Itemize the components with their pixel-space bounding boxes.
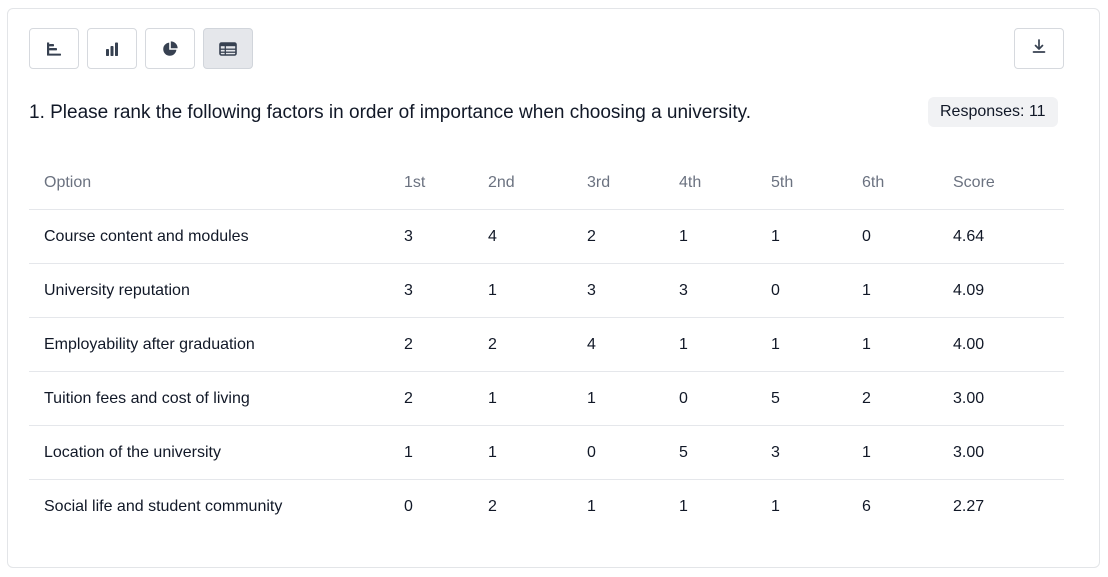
rank-count-cell: 3 bbox=[664, 263, 756, 318]
column-header-6th: 6th bbox=[847, 156, 938, 210]
question-title: 1. Please rank the following factors in … bbox=[29, 102, 752, 123]
rank-count-cell: 6 bbox=[862, 497, 871, 515]
rank-count-cell: 1 bbox=[473, 371, 572, 426]
option-cell: University reputation bbox=[29, 263, 389, 318]
rank-count-cell: 1 bbox=[847, 317, 938, 372]
rank-count-cell: 1 bbox=[679, 497, 688, 515]
rank-count-cell: 2 bbox=[572, 209, 664, 264]
table-row: University reputation 3 1 3 3 0 1 4.09 bbox=[29, 263, 1064, 318]
rank-count-cell: 3 bbox=[572, 263, 664, 318]
table-row: Course content and modules 3 4 2 1 1 0 4.64 bbox=[29, 209, 1064, 264]
pie-chart-icon bbox=[162, 40, 178, 57]
option-cell: Tuition fees and cost of living bbox=[29, 371, 389, 426]
rank-count-cell: 1 bbox=[756, 209, 847, 264]
table-icon bbox=[219, 41, 237, 56]
score-cell: 3.00 bbox=[938, 371, 1064, 426]
table-header-row: Option 1st 2nd 3rd 4th 5th 6th Score bbox=[29, 156, 1064, 210]
table-row: Tuition fees and cost of living 2 1 1 0 5 2 3.0… bbox=[29, 371, 1064, 426]
rank-count-cell: 2 bbox=[389, 371, 473, 426]
rank-count-cell: 4 bbox=[572, 317, 664, 372]
table-view-button[interactable] bbox=[203, 28, 253, 69]
horizontal-bar-chart-icon bbox=[46, 41, 62, 57]
rank-count-cell: 1 bbox=[771, 497, 780, 515]
rank-count-cell: 2 bbox=[473, 317, 572, 372]
column-header-score: Score bbox=[938, 156, 1064, 210]
ranking-table: Option 1st 2nd 3rd 4th 5th 6th Score Course con… bbox=[29, 156, 1064, 533]
rank-count-cell: 1 bbox=[756, 317, 847, 372]
score-cell: 3.00 bbox=[938, 425, 1064, 480]
option-cell: Location of the university bbox=[29, 425, 389, 480]
rank-count-cell: 0 bbox=[847, 209, 938, 264]
responses-badge: Responses: 11 bbox=[928, 97, 1058, 127]
rank-count-cell: 5 bbox=[664, 425, 756, 480]
column-header-1st: 1st bbox=[389, 156, 473, 210]
rank-count-cell: 2 bbox=[488, 497, 497, 515]
rank-count-cell: 0 bbox=[664, 371, 756, 426]
download-icon bbox=[1031, 38, 1047, 59]
rank-count-cell: 2 bbox=[389, 317, 473, 372]
column-header-option: Option bbox=[29, 156, 389, 210]
rank-count-cell: 1 bbox=[847, 425, 938, 480]
bar-chart-view-button[interactable] bbox=[87, 28, 137, 69]
rank-count-cell: 0 bbox=[756, 263, 847, 318]
rank-count-cell: 3 bbox=[389, 209, 473, 264]
rank-count-cell: 3 bbox=[756, 425, 847, 480]
score-cell: 4.00 bbox=[938, 317, 1064, 372]
bar-chart-icon bbox=[104, 41, 120, 57]
score-cell: 2.27 bbox=[953, 497, 985, 515]
table-body: Course content and modules 3 4 2 1 1 0 4.64 Univ… bbox=[29, 209, 1064, 534]
rank-count-cell: 3 bbox=[389, 263, 473, 318]
score-cell: 4.64 bbox=[938, 209, 1064, 264]
rank-count-cell: 1 bbox=[473, 425, 572, 480]
view-toolbar bbox=[29, 28, 253, 69]
rank-count-cell: 5 bbox=[756, 371, 847, 426]
rank-count-cell: 1 bbox=[473, 263, 572, 318]
rank-count-cell: 4 bbox=[473, 209, 572, 264]
option-cell: Course content and modules bbox=[29, 209, 389, 264]
rank-count-cell: 1 bbox=[664, 317, 756, 372]
column-header-5th: 5th bbox=[756, 156, 847, 210]
column-header-3rd: 3rd bbox=[572, 156, 664, 210]
column-header-4th: 4th bbox=[664, 156, 756, 210]
pie-chart-view-button[interactable] bbox=[145, 28, 195, 69]
table-row: Location of the university 1 1 0 5 3 1 3.00 bbox=[29, 425, 1064, 480]
rank-count-cell: 1 bbox=[389, 425, 473, 480]
option-cell: Social life and student community bbox=[44, 497, 283, 515]
download-button[interactable] bbox=[1014, 28, 1064, 69]
rank-count-cell: 1 bbox=[664, 209, 756, 264]
rank-count-cell: 1 bbox=[847, 263, 938, 318]
horizontal-bar-view-button[interactable] bbox=[29, 28, 79, 69]
table-row: Social life and student community 0 2 1 1 1 6 2… bbox=[29, 480, 1064, 534]
option-cell: Employability after graduation bbox=[29, 317, 389, 372]
rank-count-cell: 2 bbox=[847, 371, 938, 426]
rank-count-cell: 0 bbox=[404, 497, 413, 515]
rank-count-cell: 1 bbox=[587, 497, 596, 515]
rank-count-cell: 0 bbox=[572, 425, 664, 480]
column-header-2nd: 2nd bbox=[473, 156, 572, 210]
rank-count-cell: 1 bbox=[572, 371, 664, 426]
table-row: Employability after graduation 2 2 4 1 1 1 4.00 bbox=[29, 317, 1064, 372]
score-cell: 4.09 bbox=[938, 263, 1064, 318]
